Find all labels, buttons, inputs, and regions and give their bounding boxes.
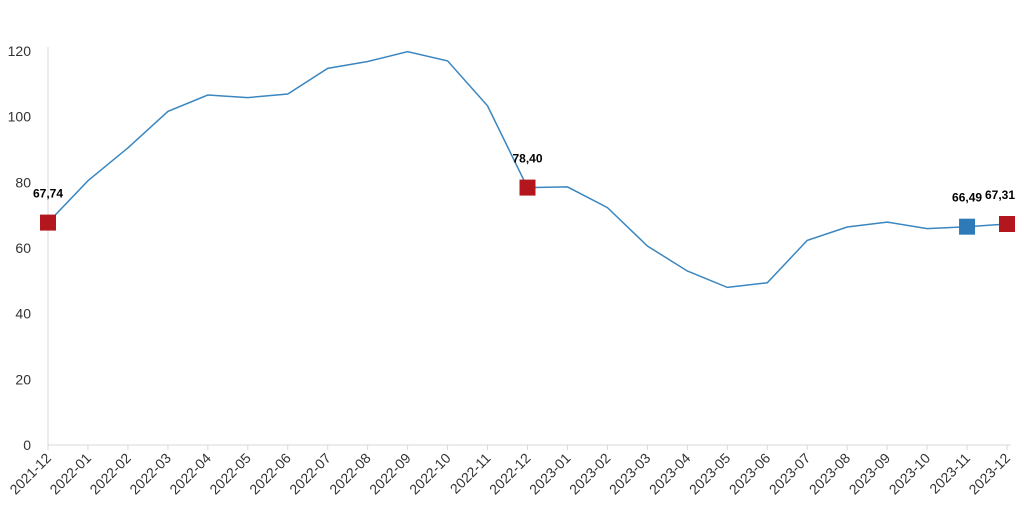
y-tick-label: 120 <box>8 43 32 59</box>
x-tick-label: 2023-04 <box>646 450 694 498</box>
x-tick-label: 2023-01 <box>526 450 574 498</box>
x-tick-label: 2022-06 <box>246 450 294 498</box>
x-axis: 2021-122022-012022-022022-032022-042022-… <box>6 444 1013 498</box>
y-tick-label: 20 <box>15 371 31 387</box>
y-tick-label: 60 <box>15 240 31 256</box>
x-tick-label: 2023-05 <box>686 450 734 498</box>
highlight-marker <box>40 214 56 231</box>
y-tick-label: 0 <box>23 437 31 453</box>
data-label: 78,40 <box>512 152 542 166</box>
data-label: 67,31 <box>985 188 1015 202</box>
series-polyline <box>47 50 1008 289</box>
data-label: 67,74 <box>33 187 63 201</box>
y-tick-label: 40 <box>15 306 31 322</box>
x-tick-label: 2023-11 <box>926 450 973 497</box>
x-tick-label: 2023-08 <box>806 450 854 498</box>
x-tick-label: 2023-09 <box>846 450 894 498</box>
x-tick-label: 2022-05 <box>206 450 254 498</box>
x-tick-label: 2021-12 <box>6 450 54 498</box>
x-tick-label: 2022-02 <box>86 450 134 498</box>
x-tick-label: 2022-07 <box>286 450 334 498</box>
data-labels: 67,74 78,40 66,49 67,31 <box>33 152 1015 205</box>
x-tick-label: 2022-01 <box>46 450 94 498</box>
x-tick-label: 2022-11 <box>447 450 494 497</box>
highlight-marker <box>999 215 1015 232</box>
y-tick-label: 100 <box>8 109 32 125</box>
highlight-points <box>40 179 1015 235</box>
x-tick-label: 2022-10 <box>406 450 454 498</box>
data-label: 66,49 <box>952 191 982 205</box>
x-tick-label: 2022-03 <box>126 450 174 498</box>
x-tick-label: 2023-06 <box>726 450 774 498</box>
y-axis: 0 20 40 60 80 100 120 <box>8 43 49 453</box>
x-tick-label: 2023-10 <box>886 450 934 498</box>
x-tick-label: 2023-12 <box>965 450 1013 498</box>
x-tick-label: 2022-04 <box>166 450 214 498</box>
highlight-marker <box>959 218 976 235</box>
x-tick-label: 2022-09 <box>366 450 414 498</box>
highlight-marker <box>519 179 536 196</box>
x-tick-label: 2023-07 <box>766 450 814 498</box>
series-line <box>47 50 1008 289</box>
x-tick-label: 2023-02 <box>566 450 614 498</box>
x-tick-label: 2023-03 <box>606 450 654 498</box>
x-tick-label: 2022-12 <box>486 450 534 498</box>
y-tick-label: 80 <box>15 174 31 190</box>
x-tick-label: 2022-08 <box>326 450 374 498</box>
